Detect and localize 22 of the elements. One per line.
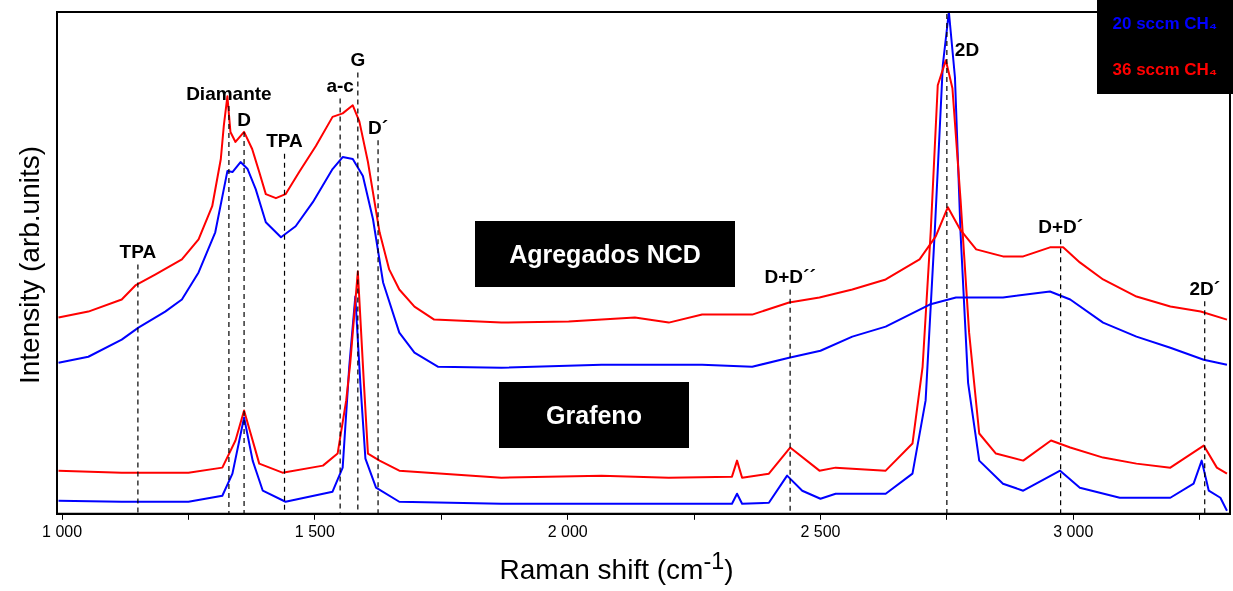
caption-box: Agregados NCD bbox=[475, 221, 735, 287]
x-tick-label: 1 000 bbox=[42, 522, 83, 540]
ref-line-label: D´ bbox=[368, 117, 389, 138]
ref-line-label: D bbox=[237, 108, 251, 130]
x-tick-label: 2 500 bbox=[800, 522, 841, 540]
ref-line-label: 2D´ bbox=[1189, 277, 1221, 299]
ref-line-label: TPA bbox=[266, 130, 304, 152]
ref-line-label: 2D bbox=[954, 38, 980, 60]
ref-line-label: TPA bbox=[119, 241, 157, 263]
x-tick-label: 2 000 bbox=[547, 522, 588, 540]
x-tick-label: 3 000 bbox=[1053, 522, 1094, 540]
ref-line-label: a-c bbox=[326, 75, 355, 97]
x-axis-title: Raman shift (cm$^{-1}$) bbox=[498, 548, 735, 587]
ref-line-label: G bbox=[350, 49, 366, 71]
caption-box: Grafeno bbox=[499, 382, 689, 448]
text: 20 sccm CH₄ bbox=[1112, 14, 1217, 34]
ref-line-label: D+D´ bbox=[1038, 216, 1084, 238]
x-tick-label: 1 500 bbox=[294, 522, 335, 540]
ref-line-label: D+D´´ bbox=[764, 266, 816, 288]
y-axis-title: Intensity (arb.units) bbox=[14, 145, 46, 385]
text: 36 sccm CH₄ bbox=[1112, 60, 1217, 80]
ref-line-label: Diamante bbox=[186, 82, 272, 104]
